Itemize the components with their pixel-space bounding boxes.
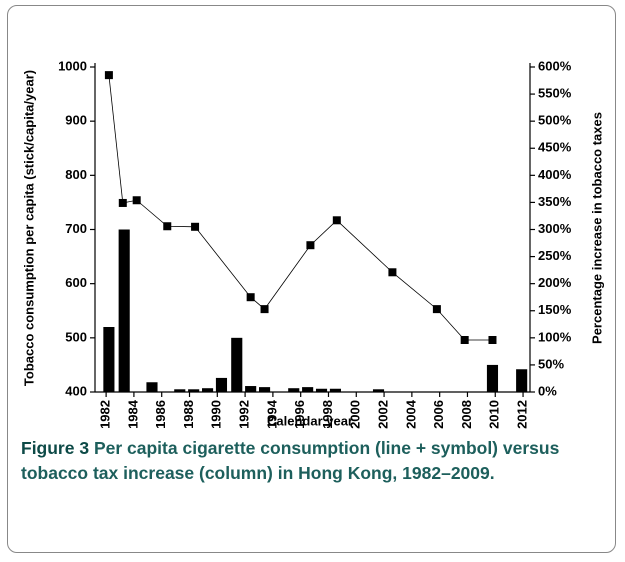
bar — [329, 388, 341, 392]
point — [132, 196, 141, 205]
point — [332, 216, 341, 225]
x-tick-label: 2000 — [348, 400, 363, 429]
x-tick-label: 1998 — [320, 400, 335, 429]
x-tick-label: 1984 — [125, 399, 140, 429]
bar — [202, 388, 214, 392]
y2-tick-label: 350% — [538, 194, 572, 209]
y2-tick-label: 50% — [538, 356, 564, 371]
y-tick-label: 800 — [65, 167, 87, 182]
x-tick-label: 2010 — [487, 400, 502, 429]
point — [306, 241, 315, 250]
bar — [302, 387, 314, 392]
x-tick-label: 1986 — [153, 400, 168, 429]
x-tick-label: 1982 — [98, 400, 113, 429]
y2-tick-label: 600% — [538, 58, 572, 73]
point — [388, 268, 397, 277]
point — [488, 336, 497, 344]
caption-text: Per capita cigarette consumption (line +… — [21, 438, 560, 483]
y2-tick-label: 0% — [538, 383, 557, 398]
bar — [372, 389, 385, 392]
y-axis-title: Tobacco consumption per capita (stick/ca… — [21, 70, 36, 386]
bar — [188, 389, 200, 392]
y-tick-label: 700 — [65, 221, 87, 236]
y2-tick-label: 550% — [538, 86, 572, 101]
bar — [215, 377, 228, 392]
point — [246, 293, 255, 302]
x-tick-label: 2002 — [376, 400, 391, 429]
bar — [118, 229, 130, 392]
x-tick-label: 1990 — [209, 400, 224, 429]
y2-tick-label: 400% — [538, 167, 572, 182]
x-tick-label: 1996 — [292, 400, 307, 429]
bar — [315, 388, 328, 392]
x-tick-label: 2008 — [459, 400, 474, 429]
y2-axis-title: Percentage increase in tobacco taxes — [589, 112, 604, 344]
bar — [231, 337, 243, 392]
y2-tick-label: 300% — [538, 221, 572, 236]
bar — [245, 386, 257, 392]
y2-tick-label: 150% — [538, 302, 572, 317]
line — [108, 75, 493, 341]
y2-tick-label: 100% — [538, 329, 572, 344]
y2-tick-label: 500% — [538, 113, 572, 128]
bar — [288, 388, 300, 392]
bar — [146, 382, 158, 392]
y-tick-label: 500 — [65, 329, 87, 344]
y-tick-label: 400 — [65, 383, 87, 398]
chart: Calendar year Tobacco consumption per ca… — [21, 58, 604, 429]
x-tick-label: 1988 — [181, 400, 196, 429]
y2-tick-label: 250% — [538, 248, 572, 263]
x-tick-label: 1994 — [264, 399, 279, 429]
y2-tick-label: 200% — [538, 275, 572, 290]
y-tick-label: 900 — [65, 113, 87, 128]
y-tick-label: 600 — [65, 275, 87, 290]
point — [260, 305, 269, 314]
point — [104, 71, 113, 80]
bar — [174, 389, 186, 392]
x-tick-label: 2006 — [431, 400, 446, 429]
bar — [516, 369, 528, 392]
x-tick-label: 2012 — [514, 400, 529, 429]
point — [191, 222, 200, 231]
bar — [258, 387, 271, 392]
caption: Figure 3 Per capita cigarette consumptio… — [21, 436, 606, 486]
point — [118, 198, 127, 207]
x-tick-label: 2004 — [403, 399, 418, 429]
y2-tick-label: 450% — [538, 140, 572, 155]
point — [163, 222, 172, 231]
x-axis-title: Calendar year — [267, 413, 353, 428]
point — [460, 336, 469, 344]
bar — [486, 364, 499, 392]
figure-frame — [7, 5, 616, 553]
x-tick-label: 1992 — [237, 400, 252, 429]
point — [432, 305, 441, 314]
caption-label: Figure 3 — [21, 438, 90, 458]
bar — [103, 327, 115, 392]
y-tick-label: 1000 — [58, 58, 87, 73]
